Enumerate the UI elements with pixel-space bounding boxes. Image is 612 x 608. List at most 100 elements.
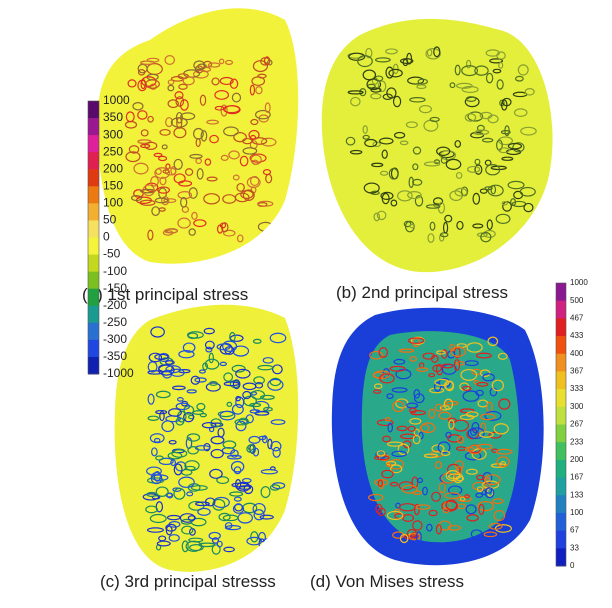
texture (388, 167, 399, 180)
texture (447, 473, 462, 480)
texture (150, 176, 159, 187)
texture (187, 515, 196, 521)
texture (208, 531, 221, 540)
texture (183, 411, 195, 423)
texture (389, 365, 406, 372)
texture (263, 406, 273, 412)
texture (443, 398, 454, 410)
texture (362, 134, 370, 140)
texture (412, 163, 419, 171)
texture (474, 65, 489, 76)
colorbar-segment (556, 389, 566, 408)
texture (390, 464, 403, 474)
texture (269, 377, 282, 387)
texture (415, 504, 431, 510)
texture (480, 413, 496, 421)
texture (209, 468, 223, 479)
texture (222, 229, 236, 237)
texture (167, 84, 175, 92)
texture (240, 190, 254, 199)
texture (429, 221, 436, 231)
texture (462, 385, 472, 391)
colorbar-label: 300 (103, 127, 123, 141)
colorbar-segment (556, 512, 566, 532)
texture (137, 68, 146, 76)
texture (159, 128, 171, 136)
texture (413, 389, 421, 399)
texture (426, 48, 433, 57)
texture (461, 65, 478, 77)
texture (260, 486, 271, 499)
texture (435, 363, 444, 376)
texture (270, 440, 282, 452)
texture (168, 534, 180, 542)
texture (465, 411, 479, 418)
texture (258, 435, 267, 441)
texture (369, 350, 384, 360)
texture (250, 118, 259, 126)
texture (390, 199, 398, 207)
texture (430, 354, 439, 363)
texture (145, 505, 158, 514)
texture (498, 62, 504, 69)
colorbar-segment (88, 186, 99, 204)
texture (254, 382, 264, 389)
texture (382, 93, 393, 101)
texture (418, 431, 424, 440)
texture (191, 211, 198, 220)
texture (412, 146, 422, 155)
colorbar-label: 150 (103, 178, 123, 192)
texture (379, 170, 389, 176)
texture (349, 149, 363, 155)
colorbar-segment (88, 237, 99, 256)
texture (429, 116, 440, 123)
texture (179, 513, 196, 523)
texture (374, 75, 384, 82)
texture (180, 197, 188, 208)
texture (253, 376, 265, 385)
texture (399, 58, 414, 64)
texture (392, 400, 405, 413)
texture (230, 449, 239, 458)
colorbar-segment (556, 406, 566, 425)
texture (466, 342, 483, 353)
texture (466, 514, 479, 522)
texture (484, 487, 495, 499)
texture (411, 476, 419, 489)
texture (483, 531, 498, 538)
texture (428, 408, 436, 419)
texture (377, 80, 387, 93)
texture (269, 484, 281, 491)
colorbar-label: -250 (103, 315, 127, 329)
texture (429, 387, 445, 394)
texture (223, 381, 240, 387)
texture (375, 57, 391, 63)
texture (492, 68, 502, 74)
texture (222, 440, 237, 449)
colorbar-label: 0 (570, 561, 575, 570)
texture (476, 474, 485, 481)
texture (490, 165, 507, 171)
texture (366, 78, 382, 91)
texture (409, 417, 422, 425)
texture (350, 233, 357, 245)
texture (428, 372, 436, 378)
texture (233, 132, 247, 143)
texture (236, 182, 245, 192)
texture (231, 364, 246, 373)
texture (262, 357, 274, 364)
colorbar-label: 233 (570, 437, 584, 446)
texture (464, 113, 477, 122)
texture (438, 520, 452, 531)
texture (242, 189, 255, 201)
texture (467, 111, 484, 122)
texture (251, 137, 268, 145)
texture (475, 352, 492, 359)
colorbar-label: -150 (103, 281, 127, 295)
caption: (b) 2nd principal stress (336, 283, 508, 302)
texture (164, 360, 175, 365)
texture (456, 435, 465, 444)
texture (207, 62, 221, 68)
colorbar-label: 200 (570, 455, 584, 464)
